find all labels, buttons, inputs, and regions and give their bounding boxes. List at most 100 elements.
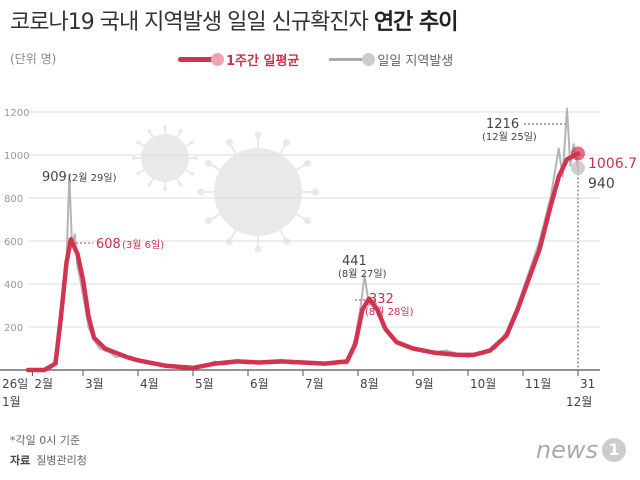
annotation-value: 608 xyxy=(96,237,121,252)
virus-spike-tip xyxy=(254,131,262,139)
legend-item-avg: 1주간 일평균 xyxy=(178,50,299,69)
virus-spike xyxy=(137,141,145,147)
footnote: *각일 0시 기준 xyxy=(10,434,81,447)
x-start-sub: 1월 xyxy=(2,395,21,409)
y-axis: 200 400 600 800 1000 1200 xyxy=(4,108,29,334)
virus-spike-tip xyxy=(304,159,312,167)
virus-spike xyxy=(295,213,309,222)
virus-spike-tip xyxy=(194,156,199,160)
annotation-dot xyxy=(571,146,585,161)
x-tick-label: 2월 xyxy=(34,377,53,391)
virus-spike-tip xyxy=(283,238,291,246)
virus-spike xyxy=(185,141,193,147)
news1-logo: news 1 xyxy=(536,436,626,464)
virus-spike-tip xyxy=(147,183,152,187)
x-tick-label: 7월 xyxy=(305,377,324,391)
annotation-date: (2월 29일) xyxy=(68,172,117,184)
annotation-value: 441 xyxy=(342,254,367,269)
virus-spike xyxy=(279,229,288,243)
virus-spike-tip xyxy=(204,217,212,225)
legend-label-daily: 일일 지역발생 xyxy=(377,54,454,69)
logo-word: news xyxy=(535,436,598,464)
title-bold: 연간 추이 xyxy=(373,10,459,35)
x-tick-label: 31 xyxy=(580,377,595,391)
virus-spike xyxy=(176,130,182,138)
virus-spike-tip xyxy=(225,238,233,246)
virus-spike-tip xyxy=(131,156,136,160)
y-tick-label: 1200 xyxy=(4,108,29,119)
virus-spike xyxy=(295,162,309,171)
annotation-value: 909 xyxy=(42,170,67,185)
virus-body xyxy=(214,148,302,236)
annotations: 909 (2월 29일) 608 (3월 6일) 441(8월 27일) 332(8월 2… xyxy=(42,117,637,318)
x-end-sub: 12월 xyxy=(566,395,592,409)
virus-spike xyxy=(228,229,237,243)
x-tick-label: 11월 xyxy=(525,377,551,391)
virus-spike-tip xyxy=(136,171,140,176)
virus-spike xyxy=(207,213,221,222)
legend-label-avg: 1주간 일평균 xyxy=(226,54,300,69)
annotation-value: 332 xyxy=(369,292,394,307)
annotation-date: (8월 28일) xyxy=(365,306,414,318)
virus-spike-tip xyxy=(304,217,312,225)
annotation-date: (12월 25일) xyxy=(482,131,537,143)
x-tick-label: 5월 xyxy=(195,377,214,391)
annotation-date: (3월 6일) xyxy=(122,239,164,251)
y-tick-label: 400 xyxy=(4,280,23,291)
logo-mark: 1 xyxy=(602,438,626,462)
x-tick-label: 9월 xyxy=(415,377,434,391)
x-tick-label: 8월 xyxy=(360,377,379,391)
x-tick-label: 3월 xyxy=(85,377,104,391)
legend-swatch-avg xyxy=(178,53,224,66)
title-normal: 코로나19 국내 지역발생 일일 신규확진자 xyxy=(10,10,369,35)
virus-illustration xyxy=(131,124,319,253)
annotation-dot xyxy=(571,160,585,175)
x-start-label: 26일 xyxy=(2,377,28,391)
virus-spike-tip xyxy=(225,138,233,146)
legend: 1주간 일평균 일일 지역발생 xyxy=(178,50,453,69)
x-tick-label: 4월 xyxy=(140,377,159,391)
virus-spike-tip xyxy=(178,129,183,133)
unit-label: (단위 명) xyxy=(10,52,57,66)
x-axis: 2월 3월 4월 5월 6월 7월 8월 9월 10월 11월 31 26일 1월 12월 xyxy=(2,153,595,409)
y-tick-label: 800 xyxy=(4,194,23,205)
source-label: 자료 xyxy=(10,454,31,467)
virus-spike-tip xyxy=(190,171,194,176)
virus-spike-tip xyxy=(197,188,205,196)
annotation-value: 1216 xyxy=(486,117,519,132)
x-tick-label: 10월 xyxy=(470,377,496,391)
virus-spike xyxy=(176,178,182,186)
y-tick-label: 600 xyxy=(4,237,23,248)
virus-spike-tip xyxy=(163,124,167,129)
y-tick-label: 1000 xyxy=(4,151,29,162)
chart-title: 코로나19 국내 지역발생 일일 신규확진자 연간 추이 xyxy=(10,4,459,36)
virus-spike xyxy=(228,141,237,155)
virus-spike xyxy=(148,130,154,138)
annotation-value: 1006.7 xyxy=(588,156,637,172)
virus-spike-tip xyxy=(136,140,140,145)
virus-spike-tip xyxy=(283,138,291,146)
legend-swatch-daily xyxy=(329,53,376,66)
virus-spike xyxy=(137,169,145,175)
grid-lines xyxy=(0,111,600,371)
virus-spike-tip xyxy=(190,140,194,145)
y-tick-label: 200 xyxy=(4,323,23,334)
virus-spike-tip xyxy=(204,159,212,167)
virus-spike-tip xyxy=(178,183,183,187)
source-line: 자료 질병관리청 xyxy=(10,452,87,468)
legend-item-daily: 일일 지역발생 xyxy=(329,50,453,69)
series-group xyxy=(25,107,581,373)
virus-spike xyxy=(148,178,154,186)
series-avg-line xyxy=(25,151,581,373)
annotation-value: 940 xyxy=(588,176,615,192)
annotation-date: (8월 27일) xyxy=(338,268,387,280)
virus-spike xyxy=(279,141,288,155)
virus-spike xyxy=(207,162,221,171)
virus-spike-tip xyxy=(147,129,152,133)
virus-spike-tip xyxy=(311,188,319,196)
source-name: 질병관리청 xyxy=(36,454,87,467)
x-tick-label: 6월 xyxy=(250,377,269,391)
virus-spike-tip xyxy=(254,245,262,253)
virus-spike-tip xyxy=(163,187,167,192)
